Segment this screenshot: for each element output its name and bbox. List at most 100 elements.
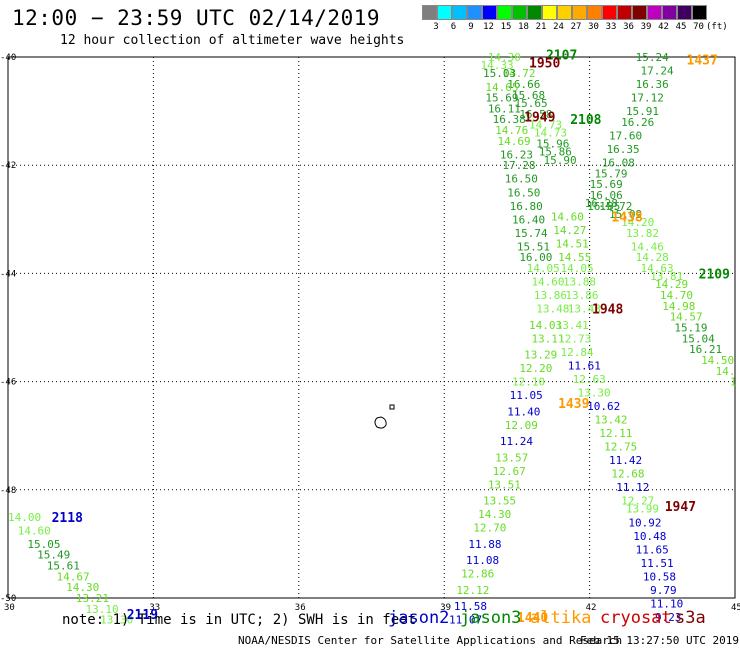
scale-label: 15 bbox=[500, 22, 512, 32]
wave-height-value: 14.67 bbox=[56, 570, 89, 583]
scale-label: 30 bbox=[588, 22, 599, 32]
wave-height-value: 15.69 bbox=[485, 92, 518, 105]
scale-swatch bbox=[422, 5, 437, 20]
wave-height-value: 15.74 bbox=[514, 227, 547, 240]
wave-height-value: 14.63 bbox=[640, 262, 673, 275]
wave-height-value: 13.41 bbox=[556, 319, 589, 332]
lat-tick-label: -48 bbox=[0, 486, 16, 496]
scale-swatch bbox=[452, 5, 467, 20]
track-time-label: 1439 bbox=[558, 397, 589, 412]
wave-height-value: 11.42 bbox=[609, 454, 642, 467]
scale-label: 70 bbox=[693, 22, 704, 32]
scale-label: 27 bbox=[570, 22, 582, 32]
wave-height-value: 13.99 bbox=[626, 503, 659, 516]
wave-height-value: 11.61 bbox=[568, 359, 601, 372]
wave-height-value: 11.58 bbox=[454, 600, 487, 613]
track-time-label: 1947 bbox=[665, 500, 696, 515]
lat-tick-label: -50 bbox=[0, 594, 16, 604]
wave-height-value: 14.69 bbox=[498, 135, 531, 148]
wave-height-value: 14.73 bbox=[529, 119, 562, 132]
wave-height-value: 16.50 bbox=[505, 173, 538, 186]
wave-height-value: 15.19 bbox=[674, 322, 707, 335]
wave-height-value: 12.11 bbox=[599, 427, 632, 440]
wave-height-value: 13.30 bbox=[577, 386, 610, 399]
track-time-label: 1948 bbox=[592, 303, 623, 318]
wave-height-value: 16.08 bbox=[602, 156, 635, 169]
scale-label: 3 bbox=[433, 22, 439, 32]
wave-height-value: 17.28 bbox=[502, 159, 535, 172]
wave-height-value: 14.76 bbox=[495, 124, 528, 137]
wave-height-value: 13.82 bbox=[626, 227, 659, 240]
wave-height-value: 15.05 bbox=[27, 538, 60, 551]
wave-height-value: 14.03 bbox=[529, 319, 562, 332]
wave-height-value: 14.72 bbox=[502, 67, 535, 80]
wave-height-value: 16.80 bbox=[510, 200, 543, 213]
wave-height-value: 12.20 bbox=[519, 362, 552, 375]
wave-height-value: 16.35 bbox=[607, 143, 640, 156]
wave-height-value: 15.72 bbox=[599, 200, 632, 213]
wave-height-value: 16.85 bbox=[587, 200, 620, 213]
wave-height-value: 10.92 bbox=[628, 516, 661, 529]
wave-height-value: 11.10 bbox=[650, 597, 683, 610]
wave-height-value: 14.29 bbox=[655, 278, 688, 291]
wave-height-value: 14.28 bbox=[636, 251, 669, 264]
track-time-label: 2119 bbox=[127, 608, 158, 623]
wave-height-value: 14.70 bbox=[660, 289, 693, 302]
wave-height-value: 17.60 bbox=[609, 129, 642, 142]
wave-height-value: 14.65 bbox=[485, 81, 518, 94]
scale-label: 12 bbox=[483, 22, 494, 32]
wave-height-value: 15.68 bbox=[512, 89, 545, 102]
wave-height-value: 13.10 bbox=[86, 603, 119, 616]
lon-tick-label: 42 bbox=[586, 603, 597, 613]
scale-swatch bbox=[572, 5, 587, 20]
scale-label: 45 bbox=[675, 22, 687, 32]
lon-tick-label: 36 bbox=[295, 603, 306, 613]
wave-height-value: 15.03 bbox=[483, 67, 516, 80]
wave-height-value: 12.73 bbox=[558, 332, 591, 345]
wave-height-value: 12.09 bbox=[505, 419, 538, 432]
wave-height-value: 16.58 bbox=[519, 108, 552, 121]
track-time-label: 2118 bbox=[52, 511, 83, 526]
scale-swatch bbox=[527, 5, 542, 20]
scale-swatch bbox=[542, 5, 557, 20]
lat-tick-label: -40 bbox=[0, 53, 16, 63]
wave-height-value: 11.05 bbox=[510, 389, 543, 402]
wave-height-value: 10.62 bbox=[587, 400, 620, 413]
wave-height-value: 13.81 bbox=[650, 270, 683, 283]
track-time-label: 2109 bbox=[699, 267, 730, 282]
wave-height-value: 16.06 bbox=[590, 189, 623, 202]
legend-s3a: s3a bbox=[675, 608, 706, 628]
track-time-label: 1438 bbox=[611, 211, 642, 226]
wave-height-value: 15.69 bbox=[590, 178, 623, 191]
wave-height-value: 17.12 bbox=[631, 92, 664, 105]
wave-height-value: 14.00 bbox=[8, 511, 41, 524]
wave-height-value: 16.23 bbox=[500, 148, 533, 161]
legend-cryosat: cryosat bbox=[600, 608, 672, 628]
wave-height-value: 14.27 bbox=[553, 224, 586, 237]
wave-height-value: 15.79 bbox=[594, 167, 627, 180]
wave-height-value: 12.67 bbox=[493, 465, 526, 478]
wave-height-value: 14.50 bbox=[701, 354, 734, 367]
wave-height-value: 14.73 bbox=[534, 127, 567, 140]
scale-label: (ft) bbox=[706, 22, 728, 32]
wave-height-value: 10.48 bbox=[633, 530, 666, 543]
scale-swatch bbox=[692, 5, 707, 20]
wave-height-value: 1 bbox=[730, 376, 737, 389]
island-shape bbox=[374, 416, 387, 429]
track-time-label: 1440 bbox=[517, 611, 548, 626]
wave-height-value: 14.30 bbox=[66, 581, 99, 594]
track-time-label: 1949 bbox=[524, 111, 555, 126]
wave-height-value: 14.60 bbox=[551, 211, 584, 224]
wave-height-value: 12.10 bbox=[512, 376, 545, 389]
wave-height-value: 14.05 bbox=[561, 262, 594, 275]
legend-jason2: jason2 bbox=[388, 608, 450, 628]
wave-height-value: 16.00 bbox=[519, 251, 552, 264]
island-shape-small bbox=[389, 404, 395, 410]
timestamp-text: Feb 15 13:27:50 UTC 2019 bbox=[580, 634, 739, 647]
wave-height-value: 16.26 bbox=[621, 116, 654, 129]
wave-height-value: 13.42 bbox=[594, 413, 627, 426]
wave-height-value: 15.96 bbox=[536, 138, 569, 151]
wave-height-value: 11.24 bbox=[500, 435, 533, 448]
scale-label: 18 bbox=[518, 22, 529, 32]
wave-height-value: 13.88 bbox=[563, 276, 596, 289]
